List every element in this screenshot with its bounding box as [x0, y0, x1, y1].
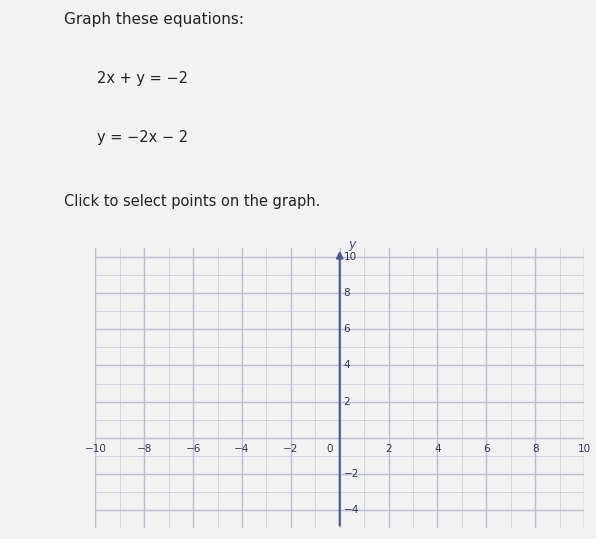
Text: −6: −6 — [185, 444, 201, 454]
Text: y: y — [348, 238, 356, 251]
Text: 8: 8 — [532, 444, 539, 454]
Text: 4: 4 — [343, 361, 350, 370]
Text: −10: −10 — [85, 444, 106, 454]
Text: 2: 2 — [385, 444, 392, 454]
Text: y = −2x − 2: y = −2x − 2 — [97, 130, 188, 146]
Text: 8: 8 — [343, 288, 350, 298]
Text: −2: −2 — [283, 444, 299, 454]
Text: Graph these equations:: Graph these equations: — [64, 12, 244, 27]
Text: 2x + y = −2: 2x + y = −2 — [97, 71, 188, 86]
Text: −2: −2 — [343, 469, 359, 479]
Text: 6: 6 — [343, 324, 350, 334]
Text: 0: 0 — [326, 444, 333, 454]
Text: 6: 6 — [483, 444, 490, 454]
Text: −8: −8 — [136, 444, 152, 454]
Text: 10: 10 — [343, 252, 356, 262]
Text: 2: 2 — [343, 397, 350, 406]
Text: 10: 10 — [578, 444, 591, 454]
Text: 4: 4 — [434, 444, 441, 454]
Text: Click to select points on the graph.: Click to select points on the graph. — [64, 195, 320, 210]
Text: −4: −4 — [234, 444, 250, 454]
Text: −4: −4 — [343, 505, 359, 515]
